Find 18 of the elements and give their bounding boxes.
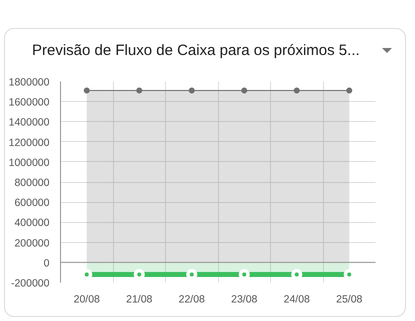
x-tick-label: 25/08: [336, 294, 363, 306]
y-tick-label: 1800000: [8, 76, 50, 88]
y-tick-label: 600000: [14, 197, 50, 210]
y-tick-label: 1400000: [8, 116, 50, 129]
x-tick-label: 22/08: [178, 294, 206, 306]
x-tick-label: 23/08: [231, 294, 258, 306]
y-tick-label: -200000: [10, 278, 50, 290]
chart-title: Previsão de Fluxo de Caixa para os próximos 5...: [32, 41, 360, 61]
x-tick-label: 24/08: [284, 294, 310, 306]
y-tick-label: 200000: [14, 237, 50, 250]
x-tick-label: 21/08: [126, 294, 153, 306]
y-tick-label: 1600000: [8, 96, 50, 109]
y-tick-label: 400000: [14, 217, 50, 230]
y-tick-label: 0: [44, 257, 50, 270]
y-tick-label: 1000000: [8, 156, 50, 169]
y-tick-label: 1200000: [8, 136, 50, 149]
x-tick-label: 20/08: [74, 294, 100, 306]
y-tick-label: 800000: [14, 177, 50, 189]
